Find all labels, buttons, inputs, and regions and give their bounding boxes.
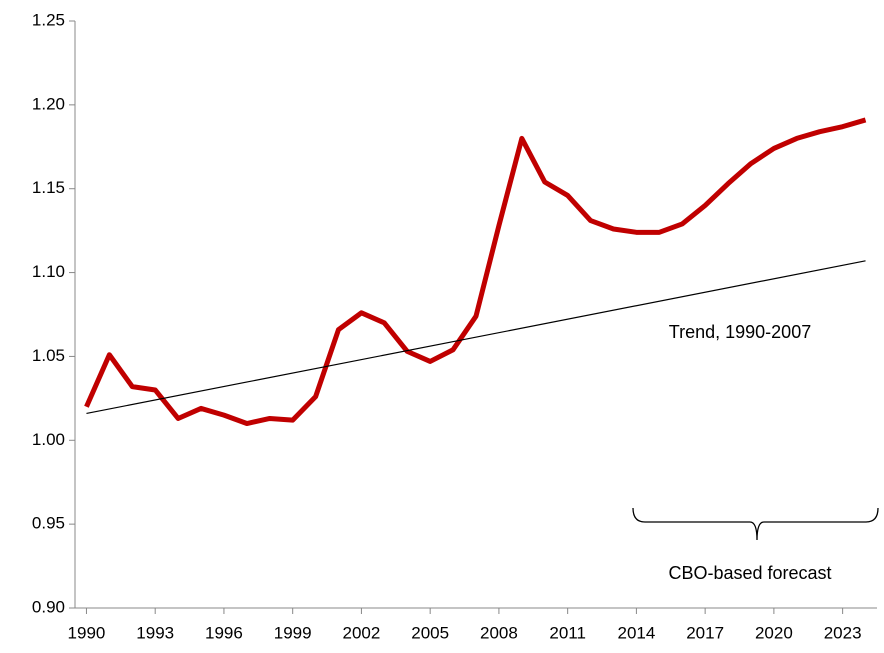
y-tick-label: 0.95: [32, 514, 65, 533]
x-tick-label: 2011: [549, 623, 586, 642]
y-tick-label: 1.00: [32, 430, 65, 449]
x-tick-label: 1990: [68, 623, 106, 642]
y-tick-label: 1.10: [32, 262, 65, 281]
x-tick-label: 1993: [136, 623, 174, 642]
y-tick-label: 0.90: [32, 597, 65, 616]
x-tick-label: 2008: [480, 623, 518, 642]
x-tick-label: 2023: [824, 623, 862, 642]
annotation: Trend, 1990-2007: [669, 322, 811, 342]
y-tick-label: 1.20: [32, 94, 65, 113]
y-tick-label: 1.25: [32, 10, 65, 29]
x-tick-label: 2005: [411, 623, 449, 642]
x-tick-label: 2020: [755, 623, 793, 642]
y-tick-label: 1.05: [32, 346, 65, 365]
data-line: [84, 117, 867, 427]
x-tick-label: 1999: [274, 623, 312, 642]
trend-line: [86, 260, 866, 415]
x-tick-label: 1996: [205, 623, 243, 642]
x-tick-label: 2014: [617, 623, 655, 642]
annotation: CBO-based forecast: [668, 563, 831, 583]
x-tick-label: 2002: [343, 623, 381, 642]
y-tick-label: 1.15: [32, 178, 65, 197]
brace: [632, 507, 879, 541]
x-tick-label: 2017: [686, 623, 724, 642]
